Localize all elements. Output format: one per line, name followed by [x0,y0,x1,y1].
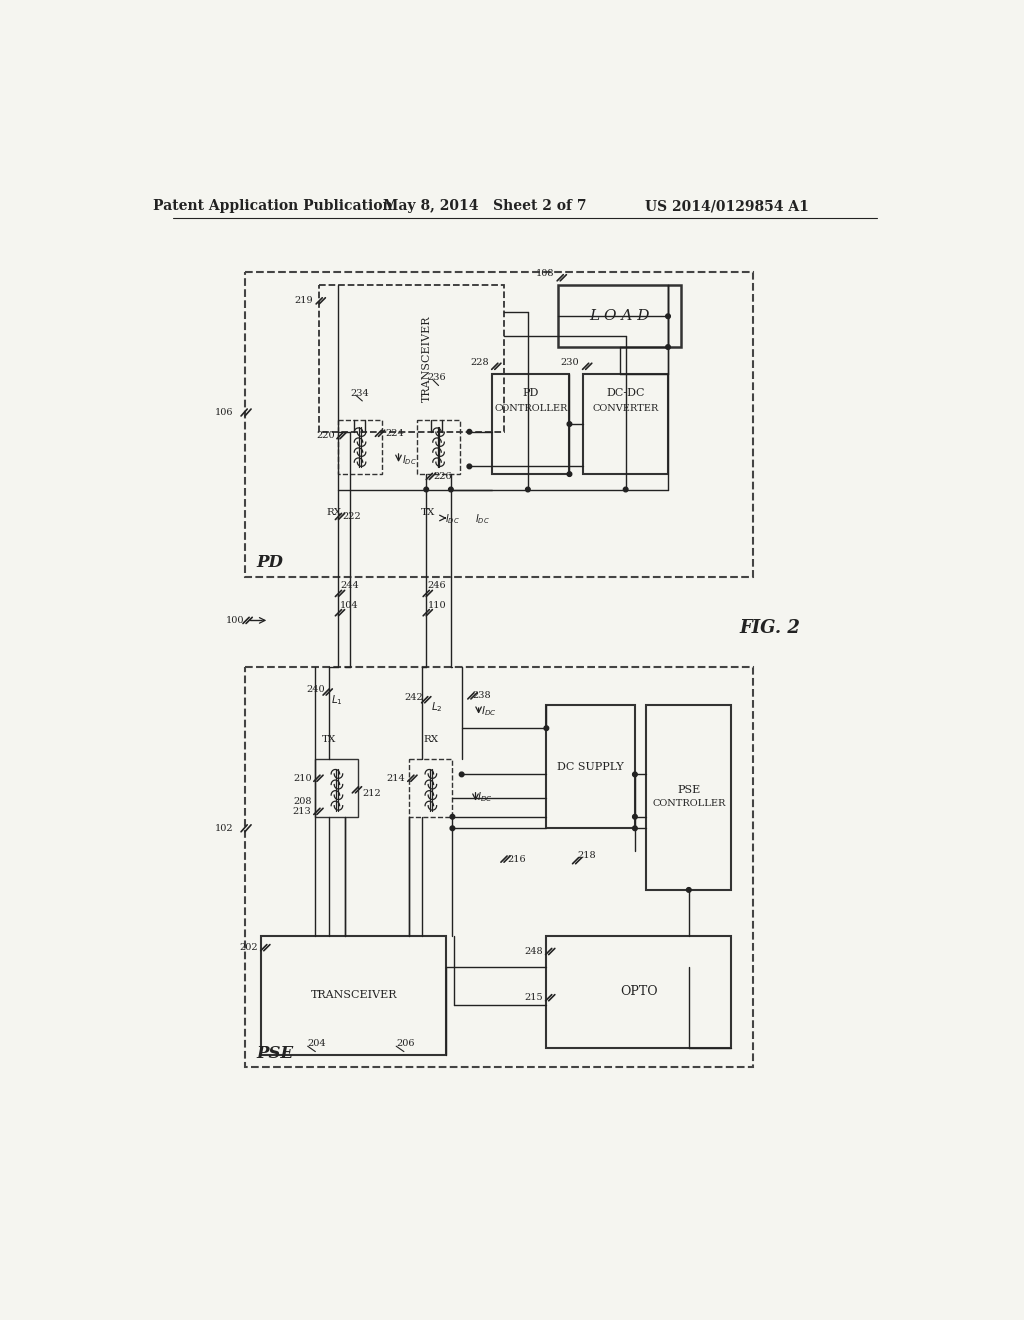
Circle shape [451,826,455,830]
Bar [417,420,460,474]
Text: 202: 202 [239,944,258,952]
Bar [339,420,382,474]
Text: TX: TX [322,735,337,744]
Bar [493,374,569,474]
Circle shape [525,487,530,492]
Text: $L_1$: $L_1$ [331,693,342,706]
Bar [547,936,731,1048]
Text: May 8, 2014   Sheet 2 of 7: May 8, 2014 Sheet 2 of 7 [383,199,587,213]
Circle shape [624,487,628,492]
Bar [547,705,635,829]
Text: 222: 222 [342,512,361,521]
Text: DC-DC: DC-DC [606,388,645,399]
Text: 224: 224 [385,429,404,438]
Text: 213: 213 [293,807,311,816]
Text: CONTROLLER: CONTROLLER [652,799,725,808]
Text: RX: RX [423,735,438,744]
Bar [646,705,731,890]
Bar [245,272,753,577]
Text: 208: 208 [293,797,311,805]
Text: 220: 220 [316,432,335,440]
Bar [410,759,453,817]
Circle shape [449,487,454,492]
Circle shape [544,726,549,730]
Text: FIG. 2: FIG. 2 [739,619,800,638]
Text: 216: 216 [508,854,526,863]
Text: 240: 240 [306,685,325,694]
Text: 106: 106 [214,408,233,417]
Text: Patent Application Publication: Patent Application Publication [154,199,393,213]
Text: 219: 219 [295,297,313,305]
Text: US 2014/0129854 A1: US 2014/0129854 A1 [645,199,809,213]
Circle shape [666,314,671,318]
Text: 108: 108 [536,269,554,279]
Text: 212: 212 [362,789,381,799]
Text: 218: 218 [578,851,596,859]
Bar [315,759,358,817]
Text: $I_{DC}$: $I_{DC}$ [475,512,489,525]
Text: 104: 104 [340,601,358,610]
Bar [558,285,681,347]
Text: 215: 215 [524,993,543,1002]
Text: 226: 226 [433,473,452,480]
Text: CONVERTER: CONVERTER [593,404,658,413]
Text: 242: 242 [404,693,423,702]
Circle shape [633,772,637,776]
Bar [261,936,446,1056]
Circle shape [460,772,464,776]
Text: PSE: PSE [256,1044,293,1061]
Circle shape [424,487,429,492]
Text: 248: 248 [524,946,543,956]
Text: OPTO: OPTO [620,985,657,998]
Text: PSE: PSE [677,785,700,795]
Text: 246: 246 [428,581,446,590]
Text: $I_{DC}$: $I_{DC}$ [481,705,497,718]
Text: 100: 100 [226,616,245,624]
Text: 204: 204 [307,1039,327,1048]
Text: 230: 230 [561,358,580,367]
Text: L O A D: L O A D [589,309,650,323]
Text: $L_2$: $L_2$ [431,701,442,714]
Text: 110: 110 [428,601,446,610]
Text: 228: 228 [470,358,488,367]
Circle shape [467,465,472,469]
Bar [584,374,668,474]
Bar [245,667,753,1067]
Text: 214: 214 [387,774,406,783]
Text: 102: 102 [214,824,233,833]
Text: $I_{DC}$: $I_{DC}$ [444,512,460,525]
Text: 210: 210 [293,774,311,783]
Text: 236: 236 [427,374,445,383]
Text: TRANSCEIVER: TRANSCEIVER [310,990,397,1001]
Text: 234: 234 [350,389,369,397]
Text: CONTROLLER: CONTROLLER [495,404,567,413]
Circle shape [686,887,691,892]
Text: TX: TX [421,508,435,517]
Circle shape [567,422,571,426]
Bar [319,285,504,432]
Text: $I_{DC}$: $I_{DC}$ [477,791,493,804]
Circle shape [451,814,455,818]
Text: 206: 206 [396,1039,415,1048]
Text: RX: RX [327,508,342,517]
Circle shape [467,429,472,434]
Text: PD: PD [523,388,540,399]
Text: 238: 238 [472,692,492,701]
Text: TRANSCEIVER: TRANSCEIVER [422,315,432,401]
Text: 244: 244 [340,581,358,590]
Circle shape [666,345,671,350]
Text: DC SUPPLY: DC SUPPLY [557,762,624,772]
Circle shape [633,826,637,830]
Circle shape [633,814,637,818]
Text: $I_{DC}$: $I_{DC}$ [402,453,417,467]
Circle shape [567,471,571,477]
Text: PD: PD [256,554,283,572]
